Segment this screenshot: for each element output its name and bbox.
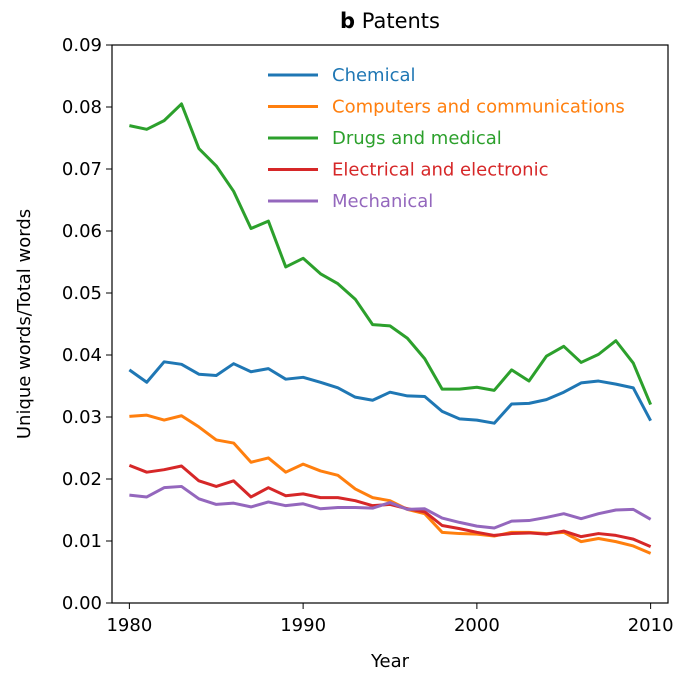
panel-label: b (340, 9, 355, 33)
y-tick-label: 0.02 (62, 469, 102, 490)
y-tick-label: 0.04 (62, 345, 102, 366)
x-tick-label: 1990 (280, 615, 326, 636)
title-text: Patents (362, 9, 440, 33)
series-line (128, 360, 652, 425)
legend-label: Drugs and medical (332, 128, 502, 149)
legend-label: Computers and communications (332, 97, 625, 118)
y-tick-label: 0.05 (62, 283, 102, 304)
series-line (129, 484, 652, 530)
series-line (128, 463, 652, 548)
y-tick-label: 0.00 (62, 593, 102, 614)
y-tick-label: 0.07 (62, 159, 102, 180)
chart-title: b Patents (340, 9, 440, 33)
x-tick-label: 2010 (628, 615, 674, 636)
y-tick-label: 0.01 (62, 531, 102, 552)
legend-label: Chemical (332, 65, 416, 86)
y-tick-label: 0.08 (62, 97, 102, 118)
x-axis-label: Year (370, 651, 410, 672)
y-tick-label: 0.09 (62, 35, 102, 56)
plot-frame (111, 44, 669, 604)
x-tick-label: 1980 (106, 615, 152, 636)
y-axis-label: Unique words/Total words (14, 209, 35, 439)
legend-label: Electrical and electronic (332, 160, 548, 181)
x-tick-label: 2000 (454, 615, 500, 636)
series-line (129, 102, 653, 406)
y-tick-label: 0.06 (62, 221, 102, 242)
y-tick-label: 0.03 (62, 407, 102, 428)
legend-label: Mechanical (332, 191, 433, 212)
